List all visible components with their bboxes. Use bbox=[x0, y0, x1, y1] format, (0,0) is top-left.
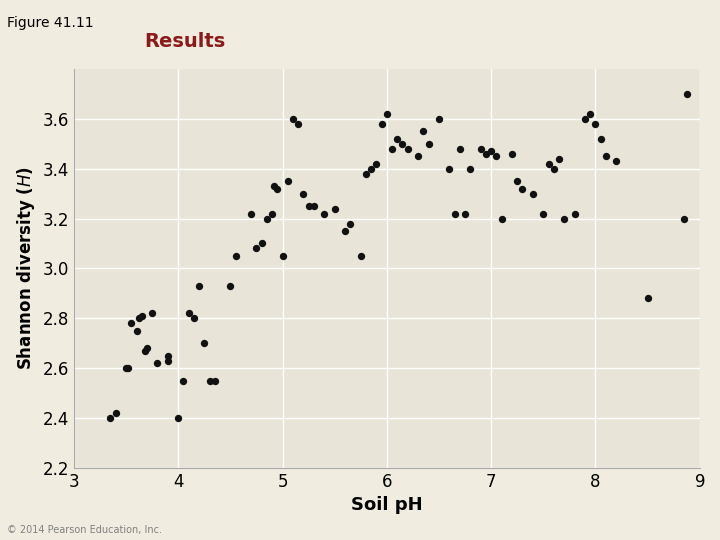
Point bbox=[543, 159, 554, 168]
Point bbox=[355, 252, 366, 260]
Point bbox=[282, 177, 294, 185]
Point bbox=[297, 190, 309, 198]
Point bbox=[485, 147, 497, 156]
Point bbox=[433, 114, 445, 123]
Point bbox=[141, 344, 153, 353]
Point bbox=[183, 309, 194, 318]
Text: © 2014 Pearson Education, Inc.: © 2014 Pearson Education, Inc. bbox=[7, 524, 162, 535]
Point bbox=[413, 152, 424, 160]
Point bbox=[553, 154, 564, 163]
Point bbox=[162, 356, 174, 365]
Point bbox=[329, 204, 341, 213]
Point bbox=[173, 414, 184, 422]
Point bbox=[381, 110, 392, 118]
Point bbox=[230, 252, 241, 260]
Point bbox=[678, 214, 690, 223]
Point bbox=[371, 159, 382, 168]
Point bbox=[590, 119, 601, 128]
Point bbox=[178, 376, 189, 385]
Point bbox=[392, 134, 403, 143]
Point bbox=[418, 127, 429, 136]
Point bbox=[204, 376, 215, 385]
X-axis label: Soil pH: Soil pH bbox=[351, 496, 423, 514]
Point bbox=[292, 119, 304, 128]
Point bbox=[517, 184, 528, 193]
Point bbox=[318, 209, 330, 218]
Point bbox=[104, 414, 116, 422]
Point bbox=[611, 157, 622, 166]
Text: Figure 41.11: Figure 41.11 bbox=[7, 16, 94, 30]
Point bbox=[225, 281, 236, 290]
Point bbox=[580, 114, 591, 123]
Point bbox=[131, 326, 143, 335]
Point bbox=[387, 144, 398, 153]
Point bbox=[360, 170, 372, 178]
Y-axis label: Shannon diversity ($\it{H}$): Shannon diversity ($\it{H}$) bbox=[15, 166, 37, 370]
Point bbox=[110, 409, 122, 417]
Point bbox=[402, 144, 413, 153]
Point bbox=[538, 209, 549, 218]
Point bbox=[397, 139, 408, 148]
Point bbox=[136, 312, 148, 320]
Point bbox=[339, 227, 351, 235]
Point bbox=[120, 364, 132, 373]
Text: Results: Results bbox=[144, 32, 225, 51]
Point bbox=[256, 239, 267, 248]
Point bbox=[480, 150, 492, 158]
Point bbox=[271, 184, 283, 193]
Point bbox=[209, 376, 220, 385]
Point bbox=[569, 209, 580, 218]
Point bbox=[122, 364, 134, 373]
Point bbox=[376, 119, 387, 128]
Point bbox=[269, 182, 280, 191]
Point bbox=[125, 319, 137, 328]
Point bbox=[188, 314, 199, 322]
Point bbox=[449, 209, 460, 218]
Point bbox=[162, 352, 174, 360]
Point bbox=[681, 90, 693, 98]
Point bbox=[194, 281, 205, 290]
Point bbox=[642, 294, 653, 302]
Point bbox=[423, 139, 434, 148]
Point bbox=[308, 202, 320, 211]
Point bbox=[506, 150, 518, 158]
Point bbox=[459, 209, 471, 218]
Point bbox=[303, 202, 315, 211]
Point bbox=[146, 309, 158, 318]
Point bbox=[132, 314, 144, 322]
Point bbox=[345, 219, 356, 228]
Point bbox=[199, 339, 210, 347]
Point bbox=[444, 164, 455, 173]
Point bbox=[559, 214, 570, 223]
Point bbox=[548, 164, 559, 173]
Point bbox=[261, 214, 273, 223]
Point bbox=[276, 252, 288, 260]
Point bbox=[454, 144, 466, 153]
Point bbox=[139, 346, 150, 355]
Point bbox=[600, 152, 611, 160]
Point bbox=[287, 114, 299, 123]
Point bbox=[464, 164, 476, 173]
Point bbox=[152, 359, 163, 367]
Point bbox=[490, 152, 502, 160]
Point bbox=[496, 214, 508, 223]
Point bbox=[366, 164, 377, 173]
Point bbox=[511, 177, 523, 185]
Point bbox=[266, 209, 278, 218]
Point bbox=[527, 190, 539, 198]
Point bbox=[246, 209, 257, 218]
Point bbox=[475, 144, 487, 153]
Point bbox=[585, 110, 596, 118]
Point bbox=[251, 244, 262, 253]
Point bbox=[595, 134, 606, 143]
